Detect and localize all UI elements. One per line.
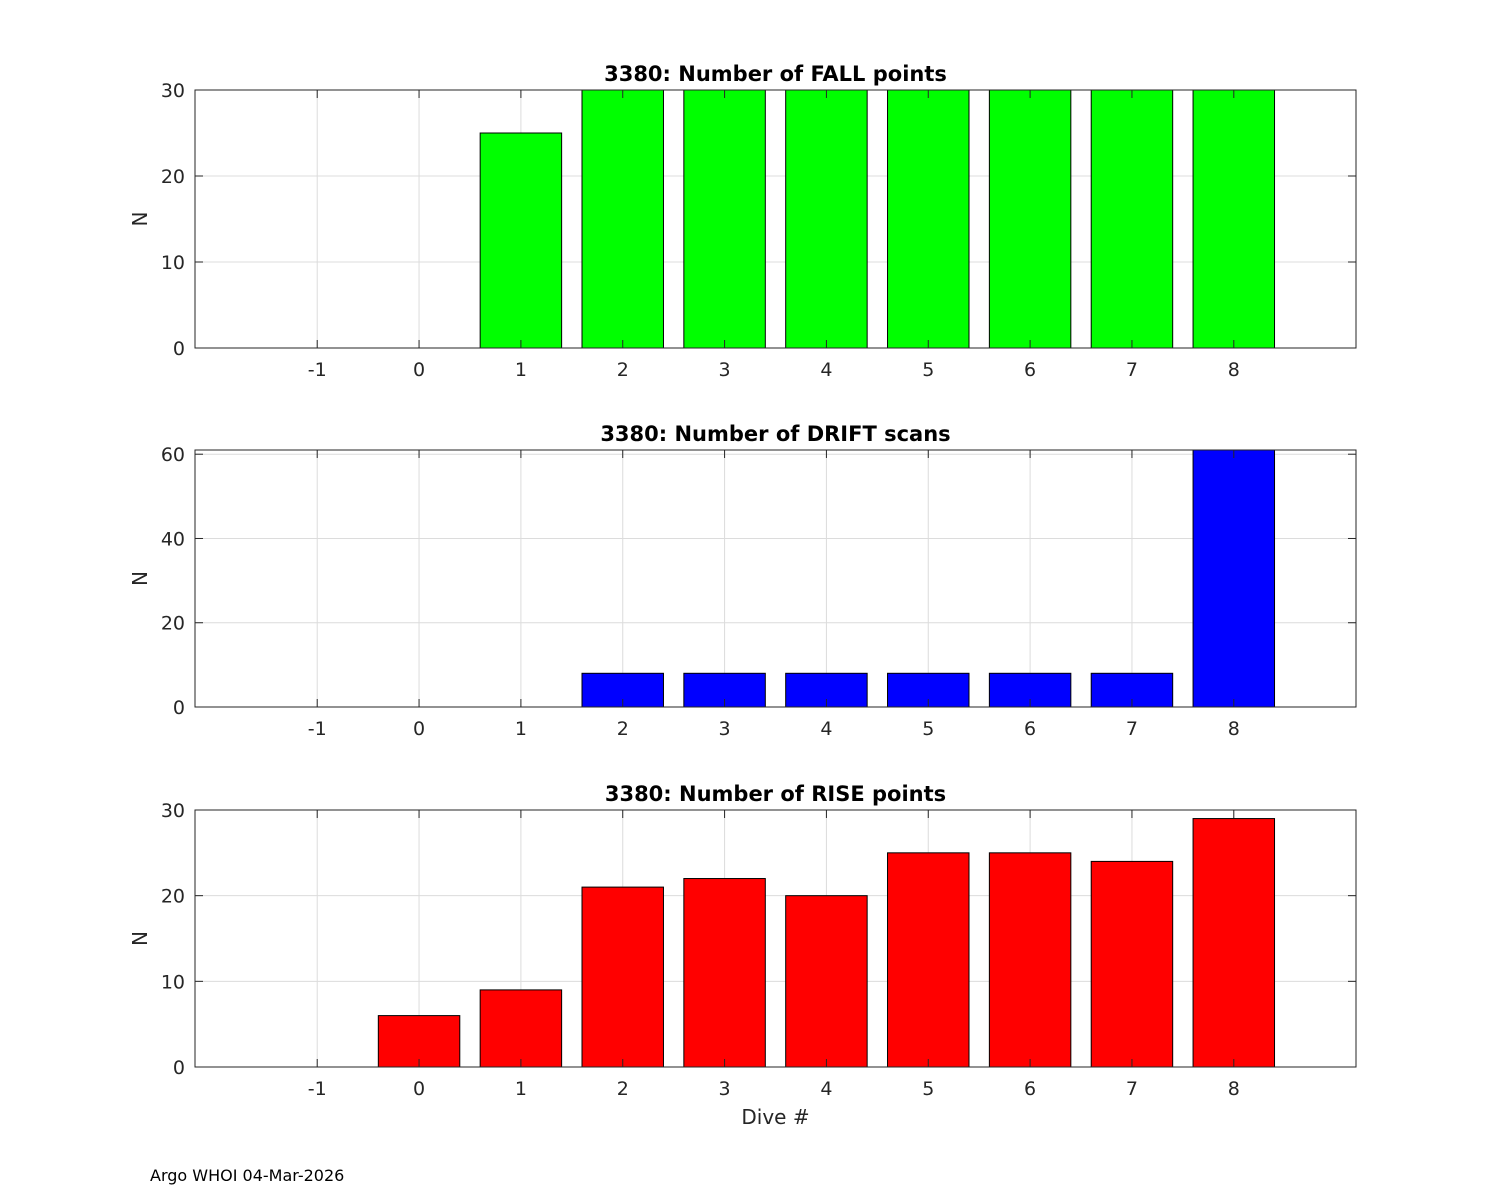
fall-bar-8 <box>1192 89 1276 349</box>
rise-ytick-label: 20 <box>161 886 185 908</box>
drift-plot-area <box>195 450 1356 707</box>
fall-bar-7 <box>1090 89 1174 349</box>
rise-x-axis-label: Dive # <box>741 1105 809 1129</box>
rise-xtick-label: 0 <box>413 1078 425 1100</box>
rise-bar-1 <box>479 989 563 1068</box>
rise-ytick-label: 0 <box>173 1057 185 1079</box>
fall-chart: -1 0 1 2 3 4 5 6 7 8 0 10 20 30 3380: Number of FALL p… <box>128 62 1357 381</box>
rise-bar-8 <box>1192 818 1276 1068</box>
rise-xtick-label: 2 <box>617 1078 629 1100</box>
rise-xtick-label: 3 <box>719 1078 731 1100</box>
fall-xtick-label: 8 <box>1228 359 1240 381</box>
drift-xtick-label: 7 <box>1126 718 1138 740</box>
fall-bar-2 <box>581 89 664 349</box>
fall-xtick-label: 6 <box>1024 359 1036 381</box>
rise-ytick-label: 10 <box>161 971 185 993</box>
drift-xtick-label: 5 <box>922 718 934 740</box>
rise-chart-title: 3380: Number of RISE points <box>605 782 946 806</box>
fall-bar-5 <box>887 89 970 349</box>
fall-axes-box <box>194 89 1357 349</box>
drift-bar-8 <box>1192 449 1276 708</box>
drift-xtick-label: 0 <box>413 718 425 740</box>
drift-xtick-label: 2 <box>617 718 629 740</box>
rise-bar-4 <box>785 895 868 1068</box>
drift-xtick-label: 1 <box>515 718 527 740</box>
rise-bar-3 <box>683 878 766 1068</box>
fall-ytick-label: 10 <box>161 252 185 274</box>
rise-bar-6 <box>988 852 1072 1068</box>
rise-chart: -1 0 1 2 3 4 5 6 7 8 0 10 20 30 3380: Number of RISE p… <box>128 782 1357 1129</box>
fall-xtick-label: 7 <box>1126 359 1138 381</box>
drift-xtick-label: 4 <box>820 718 832 740</box>
rise-xtick-label: -1 <box>308 1078 327 1100</box>
drift-axes-box <box>194 449 1357 708</box>
fall-chart-title: 3380: Number of FALL points <box>604 62 947 86</box>
rise-xtick-label: 8 <box>1228 1078 1240 1100</box>
drift-ytick-label: 60 <box>161 444 185 466</box>
rise-bar-2 <box>581 886 664 1068</box>
drift-chart: -1 0 1 2 3 4 5 6 7 8 0 20 40 60 3380: Number of DRIFT … <box>128 422 1357 740</box>
fall-bar-4 <box>785 89 868 349</box>
drift-chart-title: 3380: Number of DRIFT scans <box>600 422 950 446</box>
rise-ytick-label: 30 <box>161 800 185 822</box>
fall-ytick-label: 20 <box>161 166 185 188</box>
fall-bar-6 <box>988 89 1072 349</box>
fall-xtick-label: 2 <box>617 359 629 381</box>
rise-bar-7 <box>1090 860 1174 1068</box>
footer-credit: Argo WHOI 04-Mar-2026 <box>150 1166 345 1185</box>
fall-y-axis-label: N <box>128 212 152 227</box>
rise-plot-area <box>195 810 1356 1067</box>
fall-xtick-label: 0 <box>413 359 425 381</box>
rise-xtick-label: 5 <box>922 1078 934 1100</box>
rise-xtick-label: 1 <box>515 1078 527 1100</box>
drift-ytick-label: 40 <box>161 528 185 550</box>
rise-xtick-label: 6 <box>1024 1078 1036 1100</box>
fall-bar-3 <box>683 89 766 349</box>
drift-xtick-label: 6 <box>1024 718 1036 740</box>
rise-axes-box <box>194 809 1357 1068</box>
drift-xtick-label: 8 <box>1228 718 1240 740</box>
drift-y-axis-label: N <box>128 571 152 586</box>
rise-y-axis-label: N <box>128 931 152 946</box>
drift-ytick-label: 0 <box>173 697 185 719</box>
rise-bar-5 <box>887 852 970 1068</box>
drift-ytick-label: 20 <box>161 613 185 635</box>
rise-bar-0 <box>377 1015 461 1068</box>
rise-xtick-label: 7 <box>1126 1078 1138 1100</box>
fall-ytick-label: 30 <box>161 80 185 102</box>
rise-xtick-label: 4 <box>820 1078 832 1100</box>
drift-xtick-label: -1 <box>308 718 327 740</box>
fall-ytick-label: 0 <box>173 338 185 360</box>
fall-xtick-label: 4 <box>820 359 832 381</box>
drift-xtick-label: 3 <box>719 718 731 740</box>
fall-xtick-label: -1 <box>308 359 327 381</box>
fall-bar-1 <box>479 132 563 349</box>
fall-xtick-label: 1 <box>515 359 527 381</box>
fall-xtick-label: 3 <box>719 359 731 381</box>
fall-xtick-label: 5 <box>922 359 934 381</box>
fall-plot-area <box>195 90 1356 348</box>
